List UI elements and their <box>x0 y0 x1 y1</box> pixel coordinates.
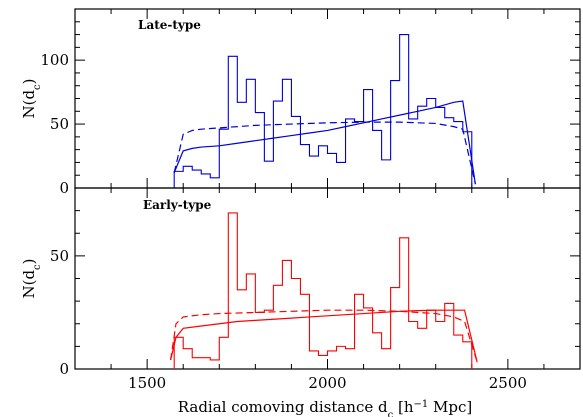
y-axis-title: N(dc) <box>20 78 43 118</box>
model-curve-solid <box>170 309 478 363</box>
panel-label: Late-type <box>138 18 201 32</box>
y-axis-title: N(dc) <box>20 258 43 298</box>
model-curve-dashed <box>173 121 476 185</box>
model-curve-solid <box>173 100 476 185</box>
y-tick-label: 100 <box>40 51 69 69</box>
histogram-series <box>173 34 473 188</box>
x-tick-label: 1500 <box>128 374 166 392</box>
y-tick-label: 0 <box>59 179 69 197</box>
panel-early-type: 0 50 1500 2000 2500 N(dc) Early-type <box>20 187 581 392</box>
panel-late-type: 0 50 100 N(dc) Late-type <box>20 8 581 197</box>
model-curve-dashed <box>169 309 478 363</box>
plot-frame <box>74 8 581 189</box>
plot-frame <box>74 187 581 370</box>
panel-label: Early-type <box>143 198 212 212</box>
x-axis-title: Radial comoving distance dc [h−1 Mpc] <box>178 398 472 417</box>
y-tick-label: 50 <box>50 115 69 133</box>
panels: 0 50 100 N(dc) Late-type 0 50 1500 2000 2500 N(dc)… <box>20 8 581 392</box>
x-tick-label: 2000 <box>308 374 346 392</box>
histogram-series <box>173 212 473 369</box>
y-tick-label: 0 <box>59 360 69 378</box>
x-tick-label: 2500 <box>489 374 527 392</box>
y-tick-label: 50 <box>50 247 69 265</box>
